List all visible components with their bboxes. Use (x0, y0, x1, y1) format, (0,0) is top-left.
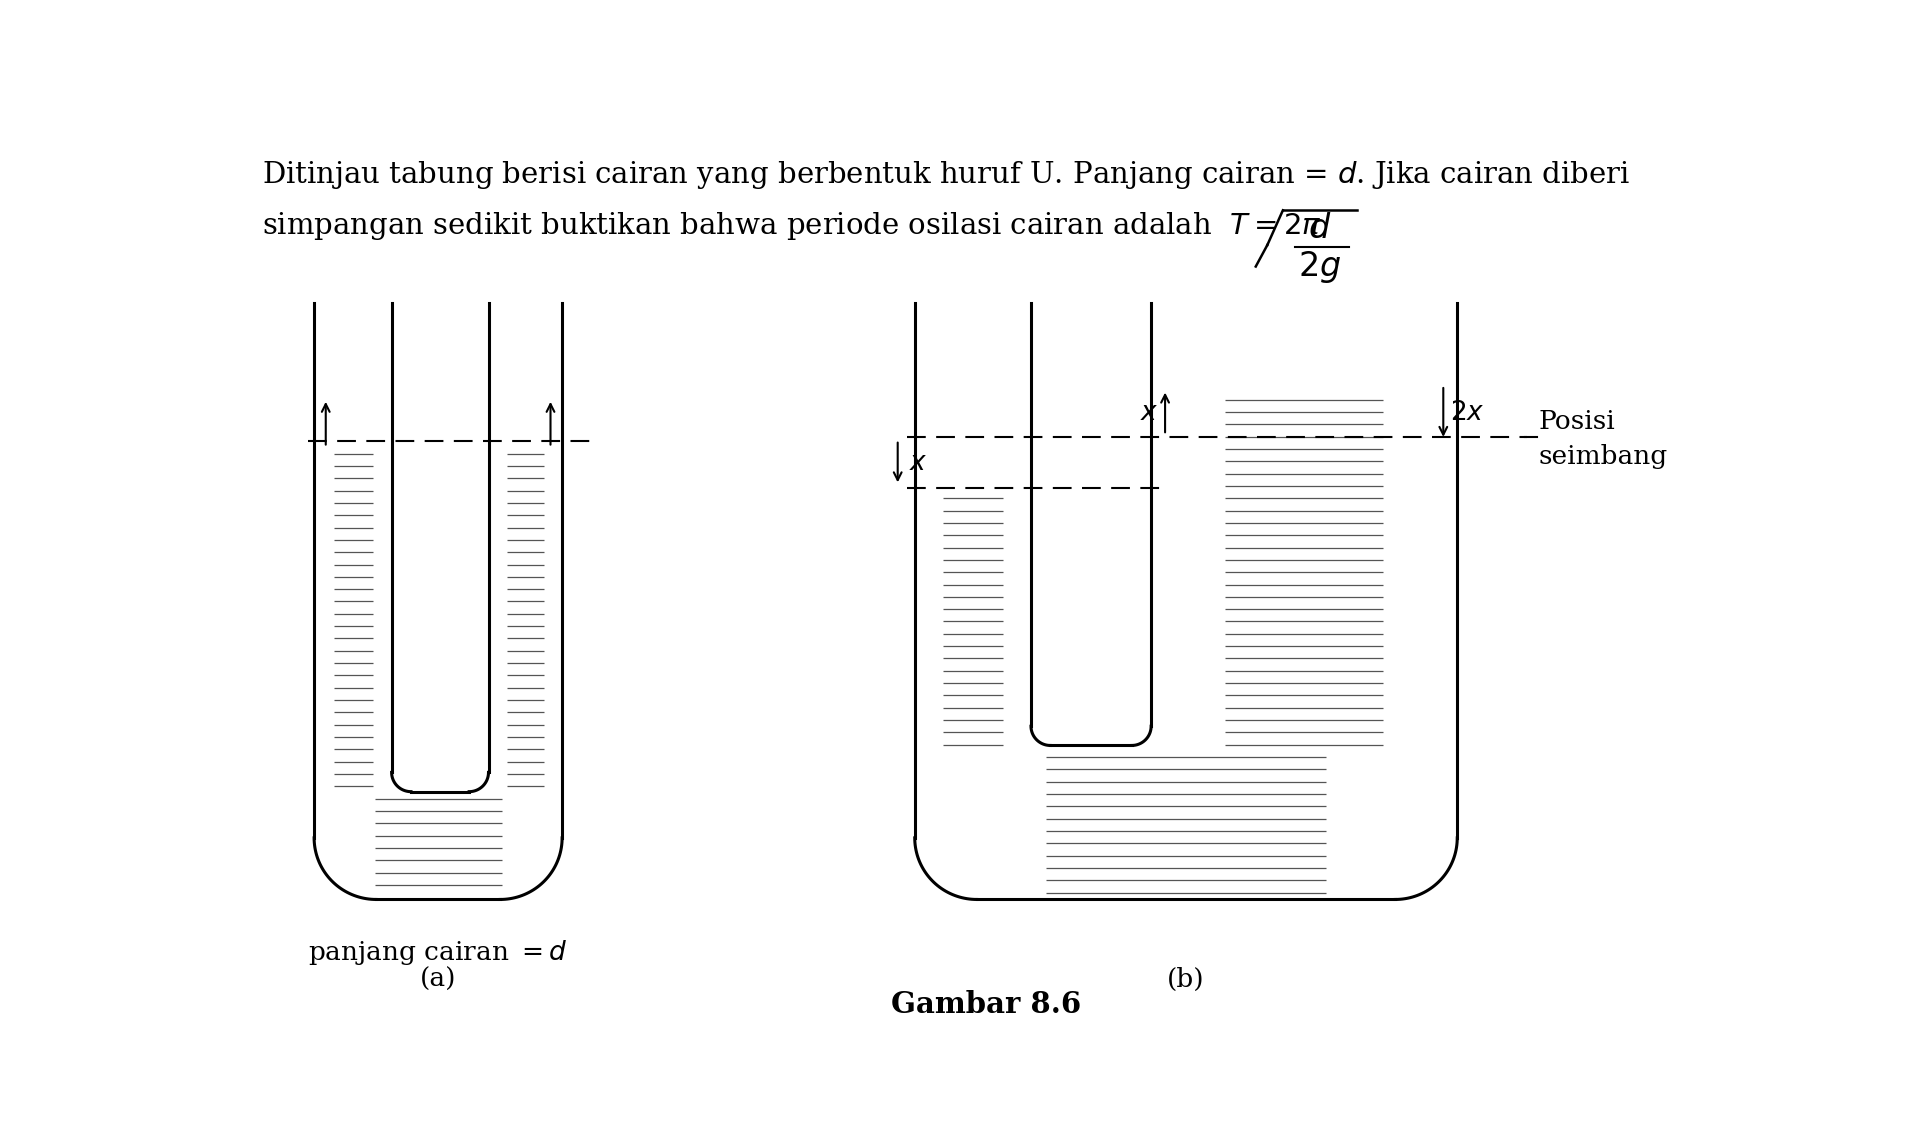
Text: (a): (a) (419, 967, 456, 992)
Text: $2x$: $2x$ (1448, 400, 1483, 424)
Text: seimbang: seimbang (1538, 443, 1667, 469)
Text: $d$: $d$ (1308, 213, 1331, 245)
Text: (b): (b) (1167, 967, 1204, 992)
Text: Gambar 8.6: Gambar 8.6 (890, 990, 1081, 1020)
Text: panjang cairan $= d$: panjang cairan $= d$ (308, 938, 567, 967)
Text: $2g$: $2g$ (1296, 249, 1340, 285)
Text: $x$: $x$ (908, 449, 927, 474)
Text: simpangan sedikit buktikan bahwa periode osilasi cairan adalah  $T = 2\pi$: simpangan sedikit buktikan bahwa periode… (262, 210, 1321, 242)
Text: Posisi: Posisi (1538, 408, 1615, 433)
Text: $x$: $x$ (1140, 400, 1158, 424)
Text: Ditinjau tabung berisi cairan yang berbentuk huruf U. Panjang cairan = $d$. Jika: Ditinjau tabung berisi cairan yang berbe… (262, 159, 1629, 191)
